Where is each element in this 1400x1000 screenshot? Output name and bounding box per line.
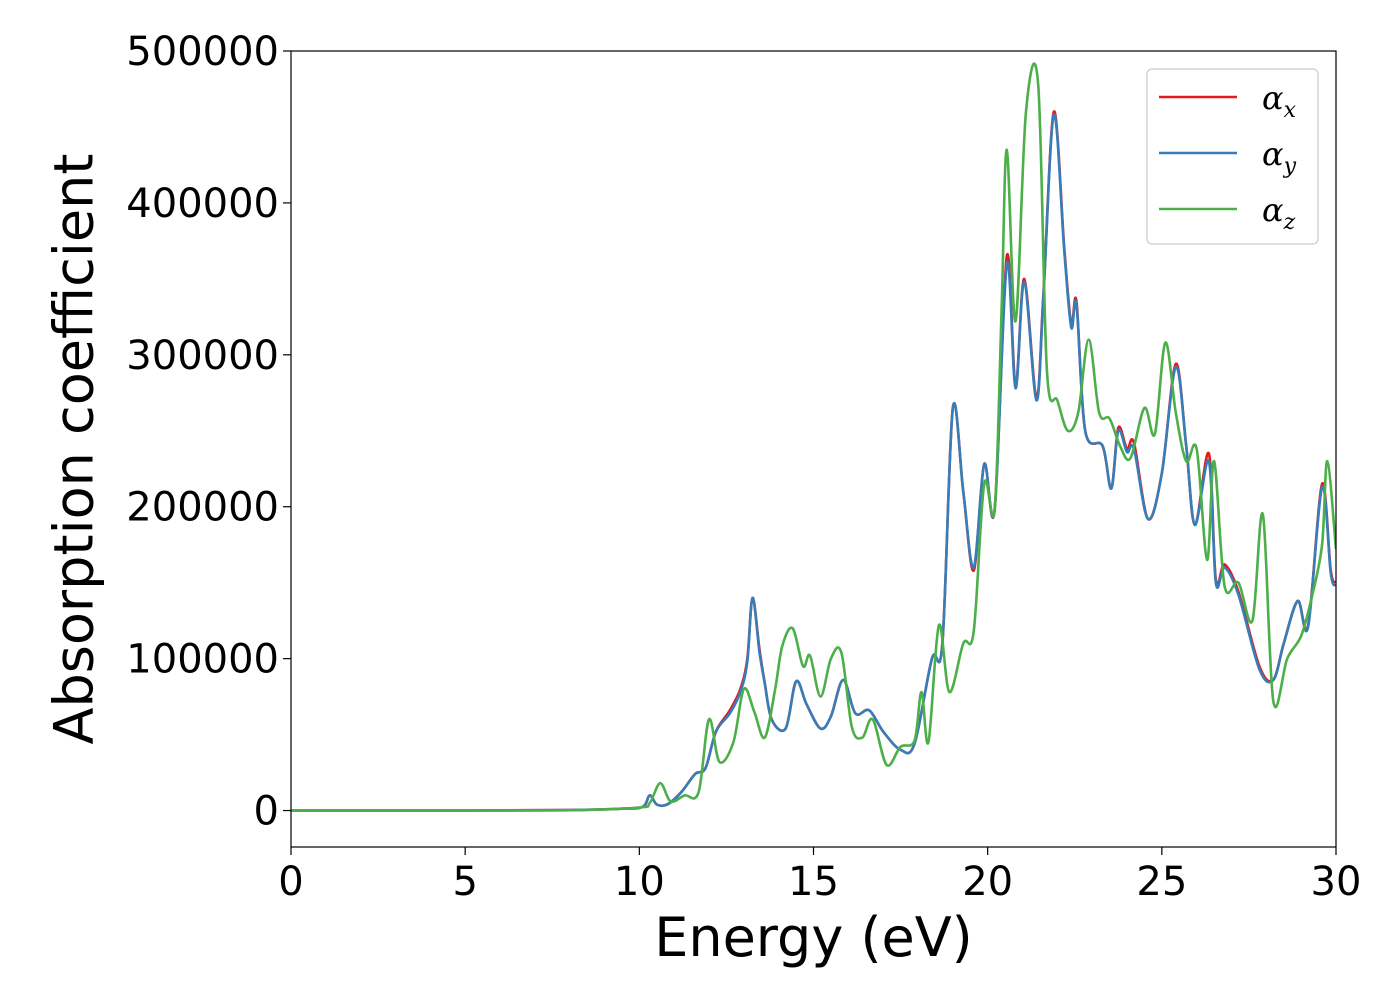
x-axis-title: Energy (eV): [654, 906, 973, 969]
legend-box: [1146, 68, 1319, 245]
legend-subscript: y: [1283, 154, 1297, 179]
legend-subscript: x: [1284, 98, 1297, 123]
y-tick-label: 300000: [126, 333, 279, 379]
legend-label: αx: [1262, 79, 1297, 123]
series-line-alpha-z: [291, 62, 1336, 812]
x-tick-label: 25: [1136, 859, 1187, 905]
y-axis: 0 100000 200000 300000 400000 500000: [126, 29, 291, 835]
legend-label: αy: [1262, 135, 1297, 179]
y-tick-label: 200000: [126, 485, 279, 531]
x-tick-label: 20: [962, 859, 1013, 905]
series-layer: [291, 62, 1336, 812]
legend-item-alpha-z: αz: [1159, 191, 1296, 235]
y-tick-label: 100000: [126, 637, 279, 683]
legend-symbol: α: [1262, 191, 1284, 229]
x-tick-label: 10: [614, 859, 665, 905]
y-tick-label: 0: [254, 789, 279, 835]
legend-item-alpha-y: αy: [1159, 135, 1297, 179]
y-tick-label: 400000: [126, 181, 279, 227]
legend-symbol: α: [1262, 79, 1284, 117]
legend-symbol: α: [1262, 135, 1284, 173]
x-axis: 0 5 10 15 20 25 30: [278, 847, 1361, 905]
legend-item-alpha-x: αx: [1159, 79, 1297, 123]
legend-label: αz: [1262, 191, 1296, 235]
y-axis-title: Absorption coefficient: [43, 154, 106, 745]
legend-subscript: z: [1283, 210, 1296, 235]
x-tick-label: 30: [1311, 859, 1362, 905]
x-tick-label: 5: [452, 859, 477, 905]
x-tick-label: 0: [278, 859, 303, 905]
x-tick-label: 15: [788, 859, 839, 905]
y-tick-label: 500000: [126, 29, 279, 75]
